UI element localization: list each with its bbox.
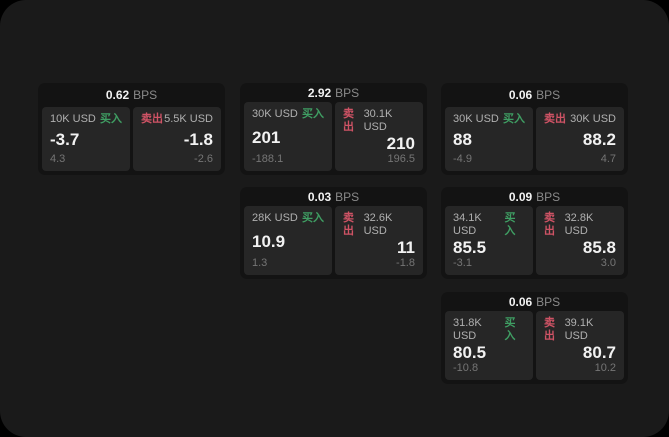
buy-sub-value: 4.3 — [50, 153, 66, 165]
bps-value: 0.06 — [508, 88, 533, 102]
buy-panel[interactable]: 31.8K USD 买入 80.5 -10.8 — [445, 311, 533, 380]
card-header: 0.06 BPS — [441, 83, 628, 107]
bps-unit: BPS — [536, 294, 561, 309]
sell-label: 卖出 — [544, 317, 555, 342]
buy-label: 买入 — [504, 212, 516, 237]
sell-panel[interactable]: 卖出 32.6K USD 11 -1.8 — [335, 206, 423, 275]
quote-card: 0.09 BPS 34.1K USD 买入 85.5 -3.1 卖出 32.8K… — [441, 187, 628, 279]
sell-price: 85.8 — [582, 238, 616, 257]
buy-panel[interactable]: 28K USD 买入 10.9 1.3 — [244, 206, 332, 275]
buy-amount: 28K USD — [252, 212, 298, 224]
buy-price: 10.9 — [252, 231, 286, 251]
buy-amount: 10K USD — [50, 113, 96, 125]
bps-unit: BPS — [536, 189, 561, 204]
quote-panels: 34.1K USD 买入 85.5 -3.1 卖出 32.8K USD 85.8… — [441, 206, 628, 279]
sell-panel[interactable]: 卖出 32.8K USD 85.8 3.0 — [536, 206, 624, 275]
buy-sub-value: -4.9 — [453, 153, 472, 165]
sell-label: 卖出 — [343, 212, 354, 237]
sell-sub-value: 196.5 — [387, 153, 415, 165]
buy-amount: 31.8K USD — [453, 317, 482, 342]
buy-price: 88 — [453, 130, 472, 149]
sell-price: -1.8 — [183, 130, 213, 149]
card-header: 0.03 BPS — [240, 187, 427, 206]
buy-label: 买入 — [302, 212, 324, 224]
sell-price: 210 — [386, 134, 415, 153]
buy-amount: 34.1K USD — [453, 212, 482, 237]
quote-panels: 28K USD 买入 10.9 1.3 卖出 32.6K USD 11 -1.8 — [240, 206, 427, 279]
quote-panels: 31.8K USD 买入 80.5 -10.8 卖出 39.1K USD 80.… — [441, 311, 628, 384]
bps-value: 0.09 — [508, 189, 533, 204]
quote-card: 0.03 BPS 28K USD 买入 10.9 1.3 卖出 32.6K US… — [240, 187, 427, 279]
sell-amount: 30K USD — [570, 113, 616, 125]
buy-panel[interactable]: 10K USD 买入 -3.7 4.3 — [42, 107, 130, 171]
sell-amount: 39.1K USD — [564, 317, 594, 342]
buy-sub-value: -10.8 — [453, 362, 479, 374]
buy-price: 201 — [252, 127, 281, 147]
card-header: 0.09 BPS — [441, 187, 628, 206]
buy-label: 买入 — [504, 317, 516, 342]
sell-amount: 5.5K USD — [164, 113, 213, 125]
sell-label: 卖出 — [544, 212, 555, 237]
quote-panels: 30K USD 买入 88 -4.9 卖出 30K USD 88.2 4.7 — [441, 107, 628, 175]
sell-panel[interactable]: 卖出 5.5K USD -1.8 -2.6 — [133, 107, 221, 171]
sell-amount: 32.6K USD — [363, 212, 393, 237]
sell-sub-value: 3.0 — [600, 257, 616, 269]
buy-price: 85.5 — [453, 238, 487, 257]
buy-sub-value: -188.1 — [252, 153, 284, 165]
card-header: 0.62 BPS — [38, 83, 225, 107]
quote-panels: 30K USD 买入 201 -188.1 卖出 30.1K USD 210 1… — [240, 102, 427, 175]
quote-card: 0.06 BPS 31.8K USD 买入 80.5 -10.8 卖出 39.1… — [441, 292, 628, 384]
bps-unit: BPS — [133, 88, 158, 102]
sell-panel[interactable]: 卖出 30.1K USD 210 196.5 — [335, 102, 423, 171]
sell-label: 卖出 — [141, 113, 163, 125]
bps-unit: BPS — [335, 189, 360, 204]
sell-price: 80.7 — [582, 343, 616, 362]
bps-unit: BPS — [536, 88, 561, 102]
bps-unit: BPS — [335, 85, 360, 100]
sell-panel[interactable]: 卖出 30K USD 88.2 4.7 — [536, 107, 624, 171]
buy-label: 买入 — [503, 113, 525, 125]
card-header: 0.06 BPS — [441, 292, 628, 311]
sell-sub-value: 10.2 — [594, 362, 616, 374]
buy-label: 买入 — [302, 108, 324, 120]
bps-value: 2.92 — [307, 85, 332, 100]
quote-card: 0.62 BPS 10K USD 买入 -3.7 4.3 卖出 5.5K USD… — [38, 83, 225, 175]
buy-amount: 30K USD — [453, 113, 499, 125]
buy-panel[interactable]: 34.1K USD 买入 85.5 -3.1 — [445, 206, 533, 275]
buy-price: -3.7 — [50, 130, 80, 149]
sell-amount: 32.8K USD — [564, 212, 594, 237]
sell-sub-value: -1.8 — [396, 257, 415, 269]
quote-card: 0.06 BPS 30K USD 买入 88 -4.9 卖出 30K USD 8… — [441, 83, 628, 175]
buy-sub-value: -3.1 — [453, 257, 472, 269]
sell-price: 11 — [397, 238, 415, 257]
bps-value: 0.62 — [105, 88, 130, 102]
buy-panel[interactable]: 30K USD 买入 88 -4.9 — [445, 107, 533, 171]
sell-amount: 30.1K USD — [363, 108, 393, 133]
bps-value: 0.03 — [307, 189, 332, 204]
quote-panels: 10K USD 买入 -3.7 4.3 卖出 5.5K USD -1.8 -2.… — [38, 107, 225, 175]
card-header: 2.92 BPS — [240, 83, 427, 102]
sell-label: 卖出 — [544, 113, 566, 125]
sell-label: 卖出 — [343, 108, 354, 133]
sell-panel[interactable]: 卖出 39.1K USD 80.7 10.2 — [536, 311, 624, 380]
buy-panel[interactable]: 30K USD 买入 201 -188.1 — [244, 102, 332, 171]
sell-sub-value: 4.7 — [600, 153, 616, 165]
buy-amount: 30K USD — [252, 108, 298, 120]
sell-sub-value: -2.6 — [194, 153, 213, 165]
bps-value: 0.06 — [508, 294, 533, 309]
quote-card: 2.92 BPS 30K USD 买入 201 -188.1 卖出 30.1K … — [240, 83, 427, 175]
buy-label: 买入 — [100, 113, 122, 125]
sell-price: 88.2 — [582, 130, 616, 149]
buy-price: 80.5 — [453, 343, 487, 362]
buy-sub-value: 1.3 — [252, 257, 268, 269]
